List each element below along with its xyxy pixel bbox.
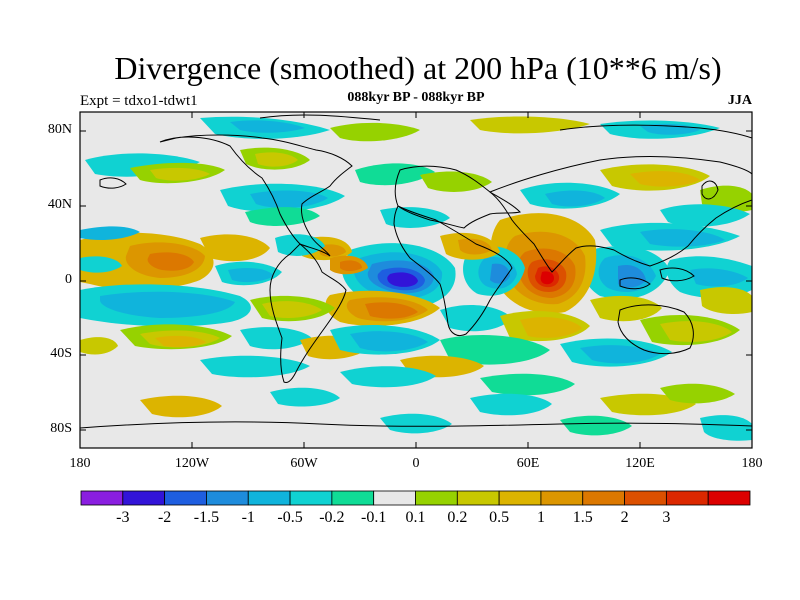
colorbar-swatch xyxy=(331,490,375,506)
lon-ticks xyxy=(79,112,753,448)
colorbar-swatch xyxy=(206,490,249,506)
colorbar xyxy=(80,490,751,506)
colorbar-swatch xyxy=(247,490,291,506)
colorbar-label: -0.1 xyxy=(361,509,387,526)
experiment-label: Expt = tdxo1-tdwt1 xyxy=(80,93,198,109)
colorbar-label: 1 xyxy=(536,509,545,526)
colorbar-label: 0.2 xyxy=(447,509,468,526)
lon-label-0: 0 xyxy=(412,456,420,471)
lon-label-180e: 180 xyxy=(741,456,763,471)
colorbar-label: 2 xyxy=(620,509,629,526)
colorbar-swatch xyxy=(415,490,458,506)
colorbar-label: 1.5 xyxy=(572,509,593,526)
colorbar-label: -3 xyxy=(116,509,130,526)
lat-label-eq: 0 xyxy=(65,272,72,287)
colorbar-swatch xyxy=(164,490,207,506)
lat-label-80s: 80S xyxy=(50,421,72,436)
lat-label-80n: 80N xyxy=(47,122,72,137)
lon-label-120e: 120E xyxy=(625,456,655,471)
season-label: JJA xyxy=(727,93,752,108)
colorbar-label: 3 xyxy=(662,509,671,526)
colorbar-swatch xyxy=(582,490,625,506)
colorbar-swatch xyxy=(122,490,166,506)
lat-label-40s: 40S xyxy=(50,346,72,361)
plot-subtitle: 088kyr BP - 088kyr BP xyxy=(347,90,485,105)
lat-label-40n: 40N xyxy=(47,197,72,212)
colorbar-label: -0.2 xyxy=(319,509,345,526)
colorbar-swatch xyxy=(707,490,751,506)
colorbar-swatch xyxy=(456,490,500,506)
colorbar-swatch xyxy=(373,490,416,506)
lon-label-120w: 120W xyxy=(174,456,210,471)
colorbar-swatch xyxy=(289,490,333,506)
colorbar-swatch xyxy=(80,490,124,506)
colorbar-swatch xyxy=(624,490,667,506)
colorbar-label: 0.5 xyxy=(489,509,510,526)
colorbar-label: -1 xyxy=(241,509,255,526)
colorbar-label: -2 xyxy=(157,509,172,526)
colorbar-swatch xyxy=(498,490,542,506)
coastlines xyxy=(80,114,752,429)
lat-ticks xyxy=(80,130,752,431)
plot-title: Divergence (smoothed) at 200 hPa (10**6 … xyxy=(114,50,722,86)
lon-label-60w: 60W xyxy=(290,456,318,471)
colorbar-label: -1.5 xyxy=(193,509,220,526)
colorbar-label: -0.5 xyxy=(277,509,303,526)
lon-label-180w: 180 xyxy=(69,456,91,471)
colorbar-swatch xyxy=(665,490,709,506)
colorbar-swatch xyxy=(540,490,584,506)
colorbar-label: 0.1 xyxy=(405,509,426,526)
lon-label-60e: 60E xyxy=(516,456,540,471)
